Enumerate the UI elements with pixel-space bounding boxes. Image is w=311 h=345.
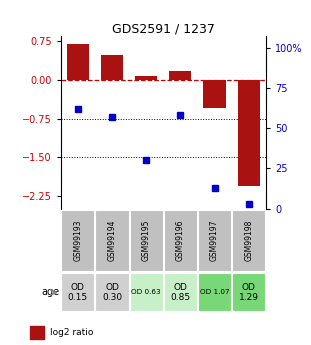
Bar [95,273,128,312]
Text: GSM99196: GSM99196 [176,220,185,262]
Bar [95,210,128,271]
Bar [130,210,163,271]
Bar [203,80,226,108]
Bar [30,326,44,339]
Text: log2 ratio: log2 ratio [50,327,93,337]
Bar [164,273,197,312]
Text: GSM99197: GSM99197 [210,220,219,262]
Bar [61,273,94,312]
Bar [232,210,265,271]
Bar [164,210,197,271]
Bar [169,71,192,80]
Bar [130,273,163,312]
Bar [238,80,260,186]
Text: OD 1.07: OD 1.07 [200,289,230,295]
Bar [198,210,231,271]
Title: GDS2591 / 1237: GDS2591 / 1237 [112,22,215,35]
Text: OD
0.30: OD 0.30 [102,283,122,302]
Text: GSM99193: GSM99193 [73,220,82,262]
Bar [61,210,94,271]
Text: OD
1.29: OD 1.29 [239,283,259,302]
Bar [232,273,265,312]
Text: OD
0.85: OD 0.85 [170,283,190,302]
Bar [198,273,231,312]
Text: OD
0.15: OD 0.15 [68,283,88,302]
Bar [67,44,89,80]
Text: age: age [42,287,60,297]
Text: GSM99194: GSM99194 [108,220,116,262]
Text: GSM99195: GSM99195 [142,220,151,262]
Text: OD 0.63: OD 0.63 [131,289,161,295]
Bar [135,76,157,80]
Text: GSM99198: GSM99198 [244,220,253,261]
Bar [101,55,123,80]
